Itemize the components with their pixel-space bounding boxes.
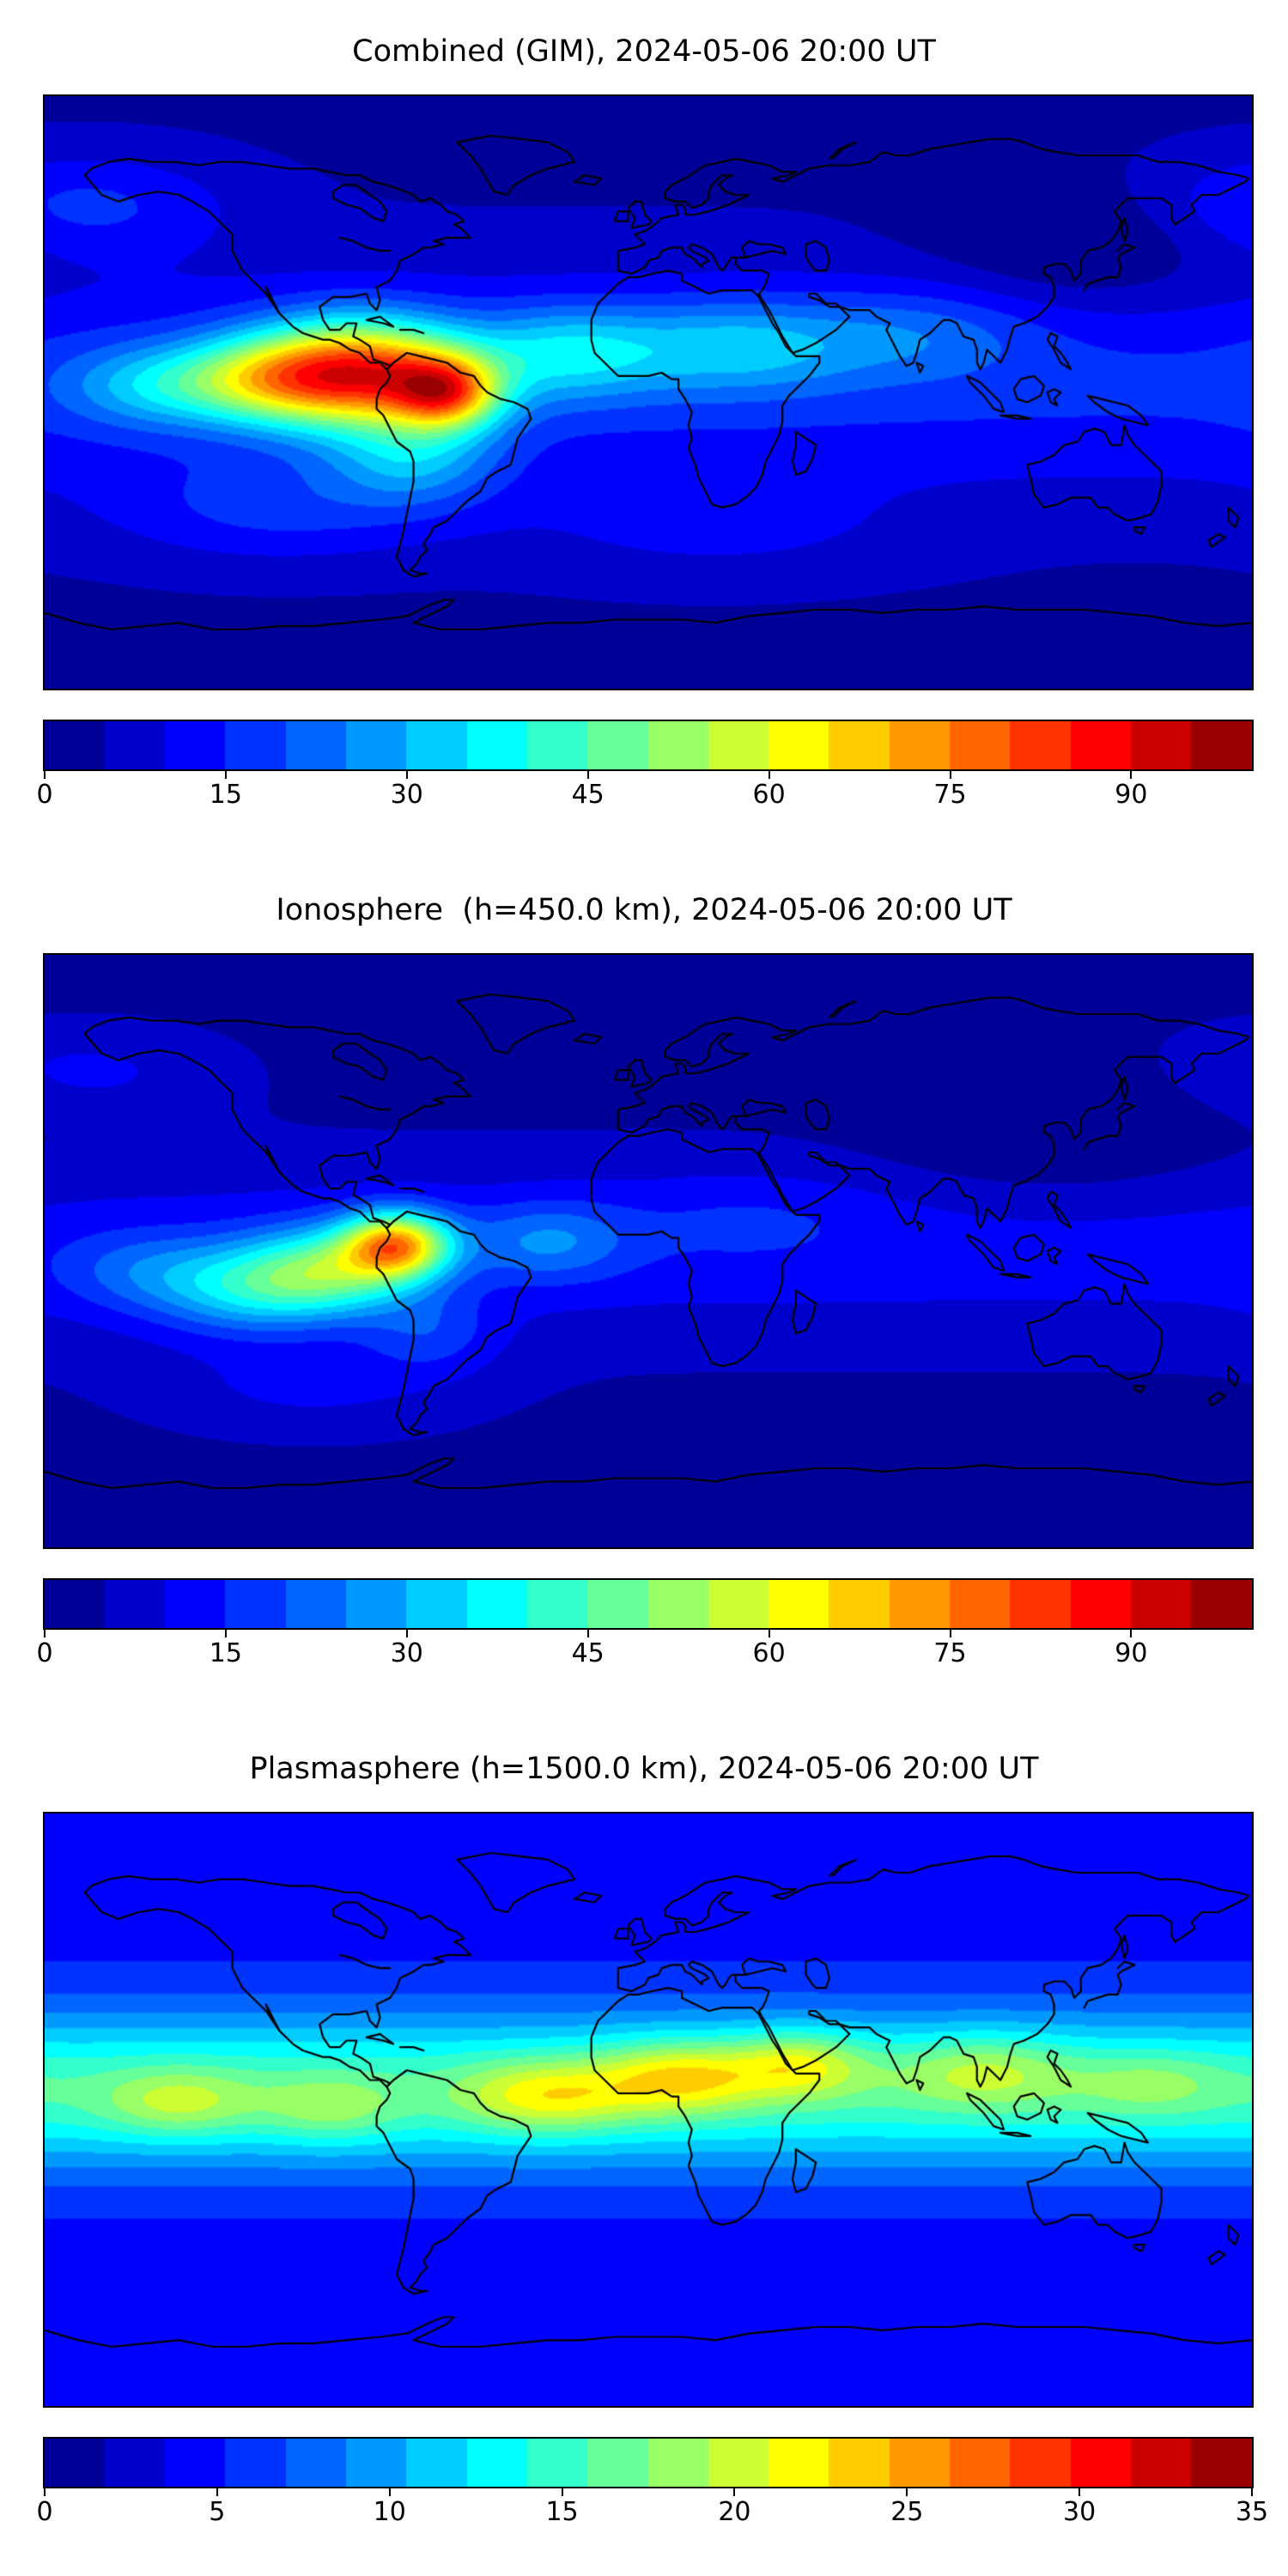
colorbar-tick-mark xyxy=(216,2488,218,2496)
colorbar-tick-mark xyxy=(768,771,770,779)
colorbar-tick-label: 0 xyxy=(36,780,53,810)
colorbar-tick-label: 90 xyxy=(1115,1638,1148,1668)
colorbar-canvas xyxy=(43,720,1254,771)
colorbar-tick-label: 20 xyxy=(718,2497,751,2527)
colorbar-tick-mark xyxy=(1251,2488,1253,2496)
world-map-canvas xyxy=(43,94,1254,690)
colorbar-tick-label: 45 xyxy=(571,780,605,810)
panel-plasmasphere: Plasmasphere (h=1500.0 km), 2024-05-06 2… xyxy=(0,1717,1288,2576)
colorbar-tick-mark xyxy=(561,2488,563,2496)
colorbar-tick-label: 15 xyxy=(209,1638,242,1668)
colorbar-tick-row: 0 5 10 15 20 25 30 35 xyxy=(36,2488,1268,2540)
colorbar-tick-label: 5 xyxy=(209,2497,226,2527)
panel-combined-gim: Combined (GIM), 2024-05-06 20:00 UT 0 15 3… xyxy=(0,0,1288,859)
colorbar-tick-mark xyxy=(949,771,951,779)
colorbar-tick-mark xyxy=(768,1630,770,1637)
panel-ionosphere: Ionosphere (h=450.0 km), 2024-05-06 20:0… xyxy=(0,859,1288,1717)
colorbar-tick-label: 30 xyxy=(390,1638,423,1668)
colorbar-tick-mark xyxy=(405,1630,408,1637)
panel-title: Combined (GIM), 2024-05-06 20:00 UT xyxy=(352,34,936,69)
colorbar-tick-label: 75 xyxy=(933,1638,967,1668)
colorbar-tick-mark xyxy=(1130,1630,1133,1637)
colorbar-tick-label: 60 xyxy=(752,1638,786,1668)
colorbar-tick-label: 30 xyxy=(1063,2497,1097,2527)
colorbar-tick-label: 0 xyxy=(36,1638,53,1668)
panel-title: Plasmasphere (h=1500.0 km), 2024-05-06 2… xyxy=(249,1752,1039,1786)
colorbar-tick-label: 0 xyxy=(36,2497,53,2527)
colorbar-tick-mark xyxy=(733,2488,736,2496)
colorbar-tick-row: 0 15 30 45 60 75 90 xyxy=(36,1630,1252,1681)
colorbar-tick-mark xyxy=(586,1630,589,1637)
colorbar-tick-row: 0 15 30 45 60 75 90 xyxy=(36,771,1252,823)
colorbar-tick-mark xyxy=(405,771,408,779)
colorbar-tick-mark xyxy=(1130,771,1133,779)
colorbar-tick-label: 35 xyxy=(1235,2497,1269,2527)
world-map-canvas xyxy=(43,953,1254,1549)
world-map-canvas xyxy=(43,1812,1254,2408)
colorbar-tick-label: 30 xyxy=(390,780,423,810)
colorbar-canvas xyxy=(43,1578,1254,1630)
colorbar-tick-mark xyxy=(1078,2488,1081,2496)
panel-title: Ionosphere (h=450.0 km), 2024-05-06 20:0… xyxy=(276,893,1012,927)
colorbar-tick-mark xyxy=(586,771,589,779)
colorbar-tick-label: 60 xyxy=(752,780,786,810)
colorbar-tick-label: 75 xyxy=(933,780,967,810)
colorbar-tick-label: 90 xyxy=(1115,780,1148,810)
colorbar-tick-label: 15 xyxy=(545,2497,579,2527)
colorbar-tick-mark xyxy=(949,1630,951,1637)
colorbar-tick-mark xyxy=(224,771,227,779)
colorbar-canvas xyxy=(43,2437,1254,2488)
colorbar-tick-label: 15 xyxy=(209,780,242,810)
colorbar-tick-mark xyxy=(906,2488,908,2496)
colorbar-tick-mark xyxy=(44,2488,46,2496)
colorbar-tick-label: 45 xyxy=(571,1638,605,1668)
colorbar-tick-mark xyxy=(44,1630,46,1637)
colorbar-tick-label: 10 xyxy=(373,2497,406,2527)
colorbar-tick-mark xyxy=(44,771,46,779)
colorbar-tick-mark xyxy=(224,1630,227,1637)
colorbar-tick-mark xyxy=(388,2488,391,2496)
colorbar-tick-label: 25 xyxy=(890,2497,924,2527)
